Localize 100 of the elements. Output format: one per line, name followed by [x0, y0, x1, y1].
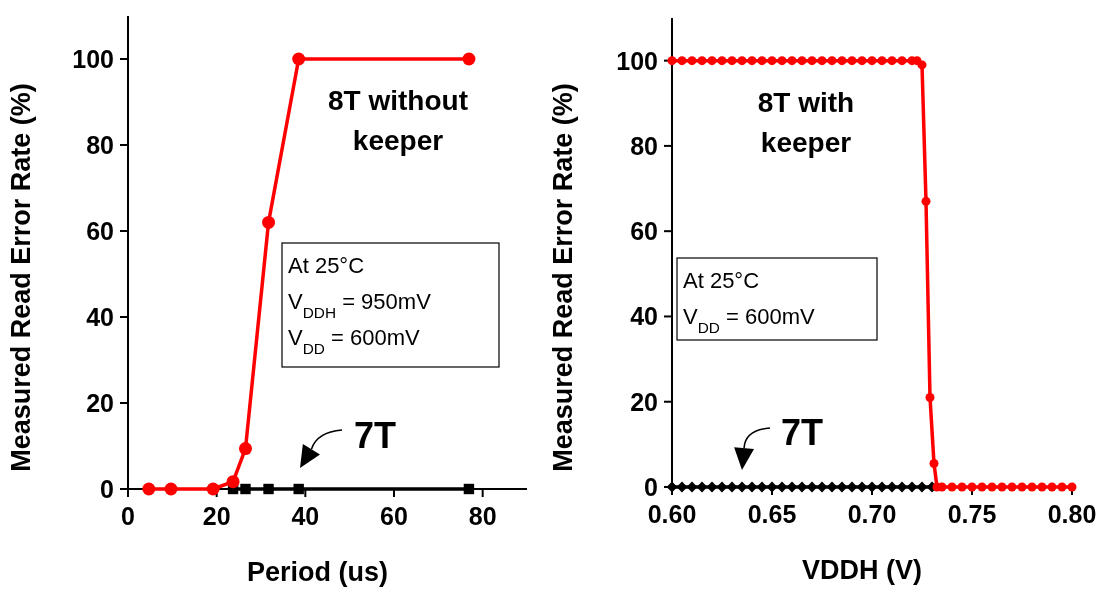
x-tick-label: 0.65: [747, 500, 797, 528]
point: [929, 459, 939, 469]
point: [886, 481, 898, 493]
point: [827, 56, 837, 66]
point: [747, 56, 757, 66]
point: [816, 481, 828, 493]
point: [877, 56, 887, 66]
point: [856, 481, 868, 493]
point: [737, 56, 747, 66]
point: [292, 52, 306, 66]
point: [987, 482, 997, 492]
point: [887, 56, 897, 66]
point: [917, 60, 927, 70]
point: [846, 481, 858, 493]
point: [897, 56, 907, 66]
point: [727, 56, 737, 66]
x-tick-label: 0: [121, 502, 135, 530]
point: [867, 56, 877, 66]
point: [226, 475, 240, 489]
point: [677, 56, 687, 66]
point: [238, 442, 252, 456]
point: [826, 481, 838, 493]
y-tick-label: 80: [86, 131, 114, 159]
point: [977, 482, 987, 492]
point: [206, 482, 220, 496]
point: [876, 481, 888, 493]
point: [777, 56, 787, 66]
y-tick-label: 80: [630, 131, 658, 160]
y-axis-title: Measured Read Error Rate (%): [6, 83, 36, 472]
x-axis-title: Period (us): [246, 557, 389, 587]
point: [957, 482, 967, 492]
point: [717, 56, 727, 66]
point: [967, 482, 977, 492]
point: [142, 482, 156, 496]
point: [726, 481, 738, 493]
point: [697, 56, 707, 66]
series-label: 8T without keeper: [328, 85, 468, 156]
x-tick-label: 80: [468, 502, 497, 530]
point: [796, 481, 808, 493]
x-tick-label: 40: [291, 502, 320, 530]
point: [896, 481, 908, 493]
point: [817, 56, 827, 66]
point: [786, 481, 798, 493]
point: [916, 481, 928, 493]
x-tick-label: 60: [380, 502, 408, 530]
point: [686, 481, 698, 493]
point: [806, 481, 818, 493]
y-tick-label: 60: [630, 217, 658, 246]
point: [866, 481, 878, 493]
point: [857, 56, 867, 66]
y-tick-label: 40: [86, 303, 114, 331]
y-tick-label: 0: [100, 475, 114, 503]
legend-label: 7T: [353, 415, 397, 456]
point: [1007, 482, 1017, 492]
point: [757, 56, 767, 66]
point: [997, 482, 1007, 492]
point: [667, 56, 677, 66]
x-tick-label: 0.75: [947, 500, 997, 528]
point: [947, 482, 957, 492]
point: [687, 56, 697, 66]
x-tick-label: 0.80: [1047, 500, 1097, 528]
annotation: At 25°C V$_{DD}$ = 600mV: [683, 268, 816, 336]
point: [847, 56, 857, 66]
x-tick-label: 0.70: [847, 500, 897, 528]
point: [293, 483, 304, 495]
y-tick-label: 20: [86, 389, 114, 417]
point: [716, 481, 728, 493]
point: [836, 481, 848, 493]
point: [787, 56, 797, 66]
point: [736, 481, 748, 493]
point: [1057, 482, 1067, 492]
point: [262, 215, 276, 229]
point: [263, 483, 274, 495]
series-label: 8T with keeper: [757, 87, 855, 158]
legend-label: 7T: [780, 412, 824, 453]
y-tick-label: 0: [644, 473, 658, 501]
point: [1067, 482, 1077, 492]
y-tick-label: 100: [616, 46, 658, 75]
point: [1047, 482, 1057, 492]
x-tick-label: 20: [202, 502, 231, 530]
point: [706, 481, 718, 493]
point: [1027, 482, 1037, 492]
point: [696, 481, 708, 493]
text: At 25°C V$_{DDH}$ = 950mV V$_{DD}$ = 600mV: [288, 253, 431, 357]
point: [240, 483, 251, 495]
y-tick-label: 100: [72, 45, 114, 73]
point: [707, 56, 717, 66]
point: [676, 481, 688, 493]
x-axis-title: VDDH (V): [802, 555, 922, 585]
point: [164, 482, 178, 496]
point: [1037, 482, 1047, 492]
point: [1017, 482, 1027, 492]
y-tick-label: 40: [630, 302, 658, 331]
point: [906, 481, 918, 493]
point: [463, 483, 475, 495]
point: [746, 481, 758, 493]
point: [925, 392, 935, 402]
point: [766, 481, 778, 493]
y-tick-label: 60: [86, 217, 114, 245]
y-tick-label: 20: [630, 387, 658, 416]
